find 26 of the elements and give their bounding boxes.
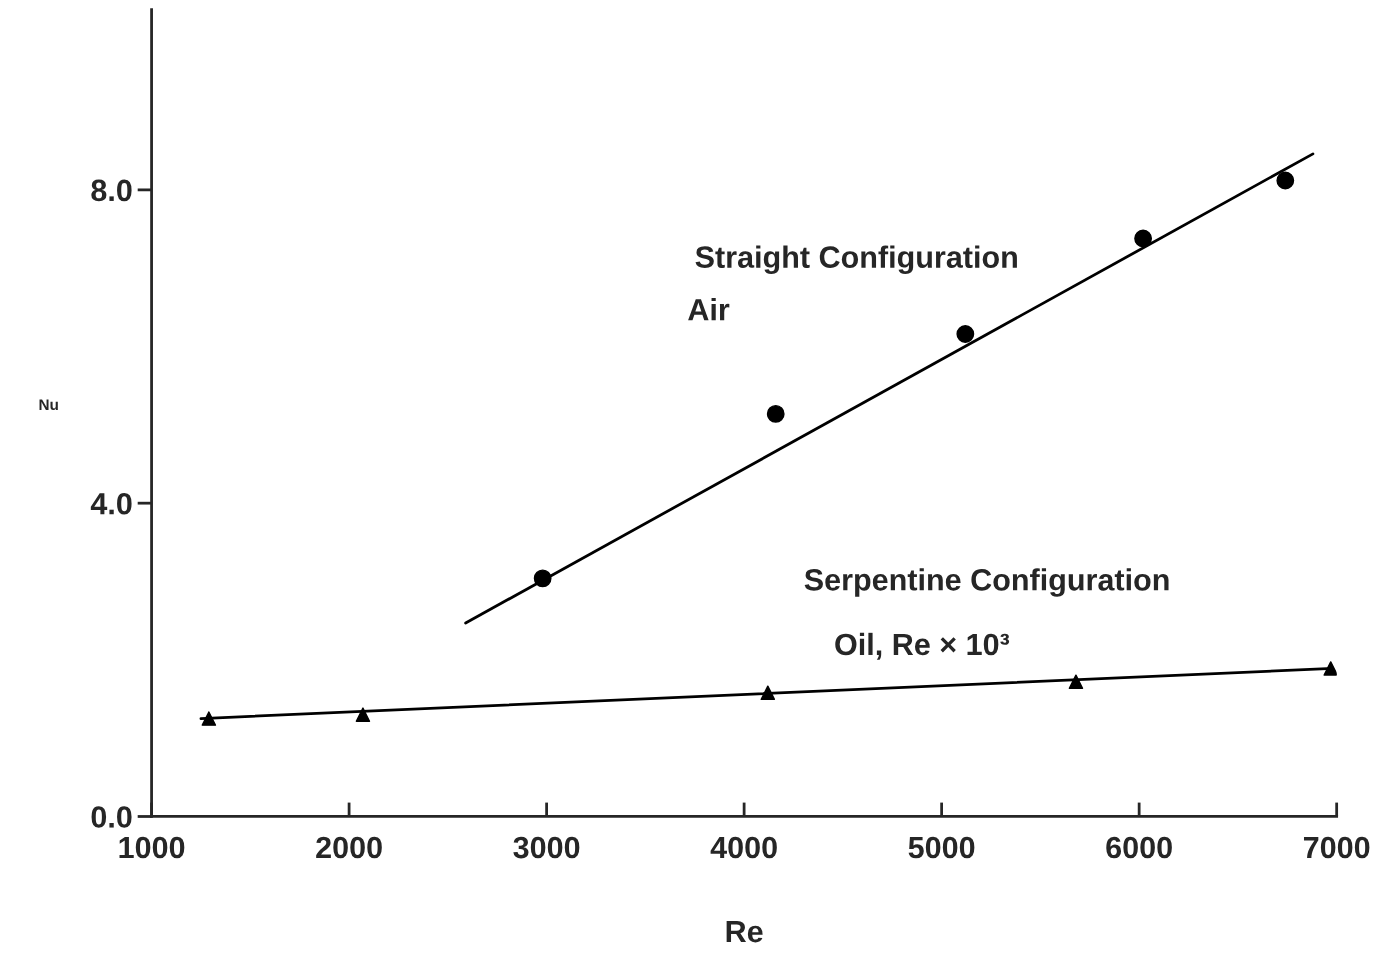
x-tick-label: 3000	[513, 836, 580, 859]
annotation: Straight Configuration	[695, 245, 1017, 275]
x-tick-label: 1000	[119, 836, 185, 859]
point	[533, 569, 552, 588]
point	[956, 325, 975, 343]
point	[1068, 674, 1084, 690]
x-tick-label: 4000	[710, 836, 777, 859]
point	[1323, 661, 1337, 676]
point	[201, 711, 217, 726]
x-tick-label: 6000	[1106, 836, 1172, 859]
x-axis-title: Re	[726, 921, 763, 943]
point	[1134, 229, 1153, 248]
annotation: Serpentine Configuration	[804, 568, 1169, 597]
y-tick-label: 4.0	[90, 492, 132, 515]
x-tick-label: 2000	[316, 836, 382, 859]
y-tick-label: 8.0	[91, 179, 132, 202]
y-axis-title: Nu	[39, 399, 58, 411]
point	[760, 685, 776, 701]
x-tick-label: 7000	[1303, 836, 1370, 859]
point	[1276, 171, 1295, 190]
annotation: Air	[688, 298, 730, 321]
x-tick-label: 5000	[908, 836, 975, 859]
annotation: Oil, Re × 10³	[835, 632, 1010, 660]
point	[766, 404, 785, 423]
y-tick-label: 0.0	[91, 806, 132, 828]
point	[355, 707, 371, 722]
